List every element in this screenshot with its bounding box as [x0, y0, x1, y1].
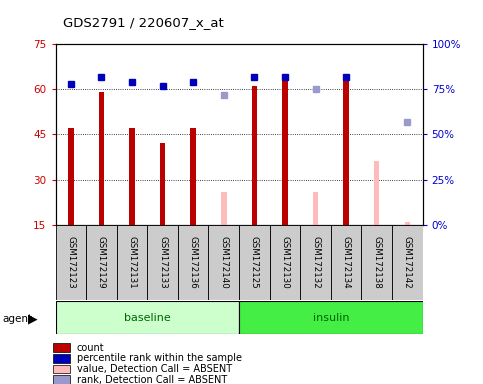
Text: GSM172134: GSM172134 [341, 236, 351, 288]
Text: GSM172133: GSM172133 [158, 236, 167, 288]
FancyBboxPatch shape [86, 225, 117, 300]
FancyBboxPatch shape [56, 225, 86, 300]
Bar [374, 162, 380, 225]
FancyBboxPatch shape [56, 301, 239, 334]
Text: GSM172138: GSM172138 [372, 236, 381, 288]
Text: GSM172125: GSM172125 [250, 236, 259, 288]
Bar [160, 144, 165, 225]
Bar [129, 128, 135, 225]
Bar [53, 354, 70, 363]
FancyBboxPatch shape [239, 301, 423, 334]
FancyBboxPatch shape [239, 225, 270, 300]
FancyBboxPatch shape [300, 225, 331, 300]
Text: GSM172123: GSM172123 [66, 236, 75, 288]
Bar [99, 92, 104, 225]
FancyBboxPatch shape [331, 225, 361, 300]
FancyBboxPatch shape [270, 225, 300, 300]
Text: insulin: insulin [313, 313, 349, 323]
Text: GSM172136: GSM172136 [189, 236, 198, 288]
Text: GSM172129: GSM172129 [97, 236, 106, 288]
FancyBboxPatch shape [392, 225, 423, 300]
FancyBboxPatch shape [117, 225, 147, 300]
Bar [221, 192, 227, 225]
Bar [68, 128, 73, 225]
Bar [282, 80, 288, 225]
Text: GDS2791 / 220607_x_at: GDS2791 / 220607_x_at [63, 16, 224, 29]
Text: GSM172142: GSM172142 [403, 236, 412, 288]
Text: ▶: ▶ [28, 312, 37, 325]
Text: agent: agent [2, 314, 32, 324]
Text: value, Detection Call = ABSENT: value, Detection Call = ABSENT [77, 364, 232, 374]
Text: GSM172140: GSM172140 [219, 236, 228, 288]
Text: rank, Detection Call = ABSENT: rank, Detection Call = ABSENT [77, 374, 227, 384]
Bar [405, 222, 410, 225]
Text: count: count [77, 343, 104, 353]
Text: GSM172130: GSM172130 [281, 236, 289, 288]
FancyBboxPatch shape [209, 225, 239, 300]
Bar [53, 343, 70, 352]
FancyBboxPatch shape [361, 225, 392, 300]
FancyBboxPatch shape [178, 225, 209, 300]
Bar [53, 375, 70, 384]
Text: percentile rank within the sample: percentile rank within the sample [77, 353, 241, 363]
Bar [343, 80, 349, 225]
Text: GSM172132: GSM172132 [311, 236, 320, 288]
FancyBboxPatch shape [147, 225, 178, 300]
Bar [190, 128, 196, 225]
Bar [53, 364, 70, 373]
Bar [313, 192, 318, 225]
Text: baseline: baseline [124, 313, 170, 323]
Bar [252, 86, 257, 225]
Text: GSM172131: GSM172131 [128, 236, 137, 288]
